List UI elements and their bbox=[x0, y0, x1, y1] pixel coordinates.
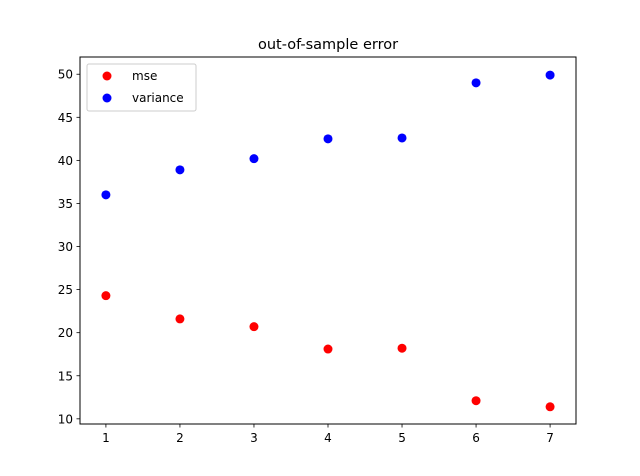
x-tick-label: 3 bbox=[250, 431, 258, 445]
x-tick-label: 4 bbox=[324, 431, 332, 445]
data-point-mse bbox=[249, 322, 259, 332]
y-tick-label: 40 bbox=[58, 154, 73, 168]
x-tick-label: 7 bbox=[546, 431, 554, 445]
x-tick-label: 5 bbox=[398, 431, 406, 445]
data-point-variance bbox=[101, 190, 111, 200]
x-axis-ticks: 1 2 3 4 5 6 7 bbox=[102, 424, 554, 445]
y-axis-ticks: 10 15 20 25 30 35 40 45 50 bbox=[58, 68, 80, 426]
x-tick-label: 6 bbox=[472, 431, 480, 445]
chart-title: out-of-sample error bbox=[258, 37, 398, 53]
legend-marker-mse bbox=[102, 71, 112, 81]
y-tick-label: 30 bbox=[58, 240, 73, 254]
data-point-mse bbox=[545, 402, 555, 412]
data-points bbox=[101, 70, 555, 412]
data-point-mse bbox=[323, 344, 333, 354]
legend-label-variance: variance bbox=[132, 91, 184, 105]
data-point-variance bbox=[249, 154, 259, 164]
data-point-mse bbox=[397, 343, 407, 353]
y-tick-label: 10 bbox=[58, 412, 73, 426]
data-point-mse bbox=[175, 314, 185, 324]
data-point-variance bbox=[175, 165, 185, 175]
x-tick-label: 2 bbox=[176, 431, 184, 445]
y-tick-label: 35 bbox=[58, 197, 73, 211]
data-point-variance bbox=[397, 133, 407, 143]
legend-box bbox=[86, 63, 197, 112]
y-tick-label: 25 bbox=[58, 283, 73, 297]
legend: mse variance bbox=[86, 63, 197, 112]
data-point-mse bbox=[471, 396, 481, 406]
y-tick-label: 20 bbox=[58, 326, 73, 340]
data-point-mse bbox=[101, 291, 111, 301]
legend-label-mse: mse bbox=[132, 69, 157, 83]
data-point-variance bbox=[471, 78, 481, 88]
plot-frame bbox=[79, 56, 577, 425]
x-tick-label: 1 bbox=[102, 431, 110, 445]
y-tick-label: 45 bbox=[58, 111, 73, 125]
data-point-variance bbox=[323, 134, 333, 144]
y-tick-label: 15 bbox=[58, 369, 73, 383]
y-tick-label: 50 bbox=[58, 68, 73, 82]
legend-marker-variance bbox=[102, 93, 112, 103]
data-point-variance bbox=[545, 70, 555, 80]
